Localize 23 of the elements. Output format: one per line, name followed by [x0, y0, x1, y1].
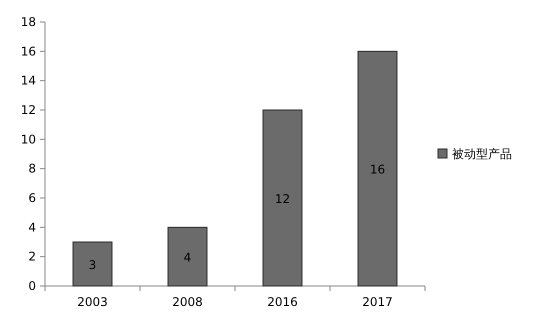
bar — [358, 50, 398, 286]
data-label: 16 — [370, 162, 386, 177]
data-label: 3 — [88, 258, 96, 272]
y-tick-label: 14 — [20, 74, 36, 88]
y-tick-label: 2 — [28, 250, 36, 264]
y-tick-label: 0 — [28, 279, 36, 293]
y-tick-label: 6 — [28, 191, 36, 205]
x-tick-label: 2016 — [267, 295, 298, 309]
y-tick-label: 18 — [20, 15, 36, 29]
bar — [262, 110, 302, 286]
data-label: 12 — [274, 192, 290, 206]
x-tick-label: 2008 — [172, 295, 203, 309]
bar — [72, 242, 112, 286]
x-tick-label: 2003 — [77, 295, 108, 309]
bar — [168, 226, 208, 286]
y-tick-label: 16 — [20, 44, 36, 58]
y-tick-label: 12 — [20, 103, 36, 117]
y-tick-label: 8 — [28, 162, 36, 176]
x-tick-label: 2017 — [362, 295, 393, 309]
legend-label: 被动型产品 — [452, 147, 512, 161]
y-tick-label: 4 — [28, 220, 36, 234]
y-tick-label: 10 — [20, 132, 36, 146]
data-label: 4 — [184, 250, 192, 265]
